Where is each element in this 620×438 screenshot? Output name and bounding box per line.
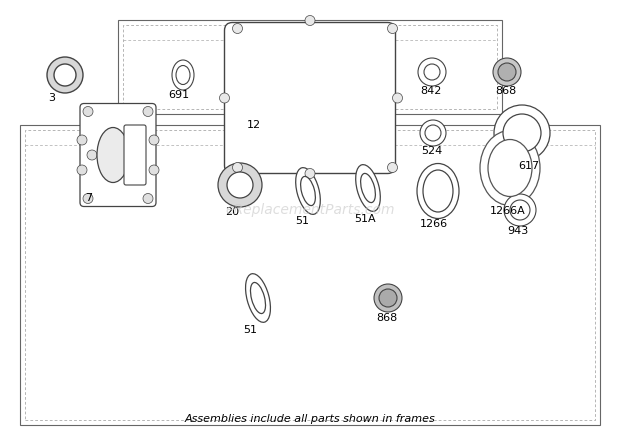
Text: 51: 51 <box>295 216 309 226</box>
Ellipse shape <box>423 170 453 212</box>
Circle shape <box>227 172 253 198</box>
Circle shape <box>143 106 153 117</box>
FancyBboxPatch shape <box>80 103 156 206</box>
Circle shape <box>149 165 159 175</box>
Circle shape <box>232 162 242 173</box>
Circle shape <box>305 169 315 179</box>
Ellipse shape <box>356 165 380 212</box>
Circle shape <box>503 114 541 152</box>
Circle shape <box>149 135 159 145</box>
Circle shape <box>425 125 441 141</box>
Circle shape <box>424 64 440 80</box>
Circle shape <box>420 120 446 146</box>
Text: 51: 51 <box>243 325 257 335</box>
Text: 943: 943 <box>507 226 528 236</box>
Text: 617: 617 <box>518 161 539 171</box>
Ellipse shape <box>361 173 375 203</box>
FancyBboxPatch shape <box>118 20 502 114</box>
Ellipse shape <box>176 66 190 85</box>
Text: 20: 20 <box>225 207 239 217</box>
Circle shape <box>379 289 397 307</box>
Circle shape <box>83 194 93 204</box>
Circle shape <box>218 163 262 207</box>
Circle shape <box>54 64 76 86</box>
FancyBboxPatch shape <box>124 125 146 185</box>
Ellipse shape <box>97 127 129 183</box>
Ellipse shape <box>296 168 321 214</box>
Ellipse shape <box>301 177 316 205</box>
Text: 51A: 51A <box>354 214 376 224</box>
Text: 1095   Valve Gasket Set: 1095 Valve Gasket Set <box>235 27 385 40</box>
FancyBboxPatch shape <box>224 22 396 173</box>
Circle shape <box>510 200 530 220</box>
Circle shape <box>77 165 87 175</box>
Ellipse shape <box>246 274 270 322</box>
Circle shape <box>493 58 521 86</box>
Ellipse shape <box>488 139 532 197</box>
Text: eReplacementParts.com: eReplacementParts.com <box>225 203 395 217</box>
Circle shape <box>392 93 402 103</box>
Circle shape <box>87 150 97 160</box>
Text: 1266: 1266 <box>420 219 448 229</box>
Circle shape <box>388 24 397 33</box>
Circle shape <box>219 93 229 103</box>
Ellipse shape <box>417 163 459 219</box>
Circle shape <box>418 58 446 86</box>
Text: 3: 3 <box>48 93 55 103</box>
Text: 12: 12 <box>247 120 261 130</box>
Circle shape <box>143 194 153 204</box>
FancyBboxPatch shape <box>20 125 600 425</box>
Ellipse shape <box>480 131 540 205</box>
Text: 524: 524 <box>421 146 442 156</box>
Text: 868: 868 <box>495 86 516 96</box>
Circle shape <box>305 15 315 25</box>
Text: 868: 868 <box>376 313 397 323</box>
Circle shape <box>47 57 83 93</box>
Circle shape <box>494 105 550 161</box>
Circle shape <box>374 284 402 312</box>
Circle shape <box>498 63 516 81</box>
Text: 1266A: 1266A <box>490 206 526 216</box>
Text: 691: 691 <box>168 90 189 100</box>
Text: Assemblies include all parts shown in frames: Assemblies include all parts shown in fr… <box>185 414 435 424</box>
Circle shape <box>504 194 536 226</box>
Text: 358   Engine Gasket Set: 358 Engine Gasket Set <box>235 132 386 145</box>
Circle shape <box>83 106 93 117</box>
Circle shape <box>388 162 397 173</box>
Circle shape <box>77 135 87 145</box>
Text: 7: 7 <box>85 193 92 203</box>
Text: 842: 842 <box>420 86 441 96</box>
Circle shape <box>232 24 242 33</box>
Ellipse shape <box>250 283 265 314</box>
Ellipse shape <box>172 60 194 90</box>
